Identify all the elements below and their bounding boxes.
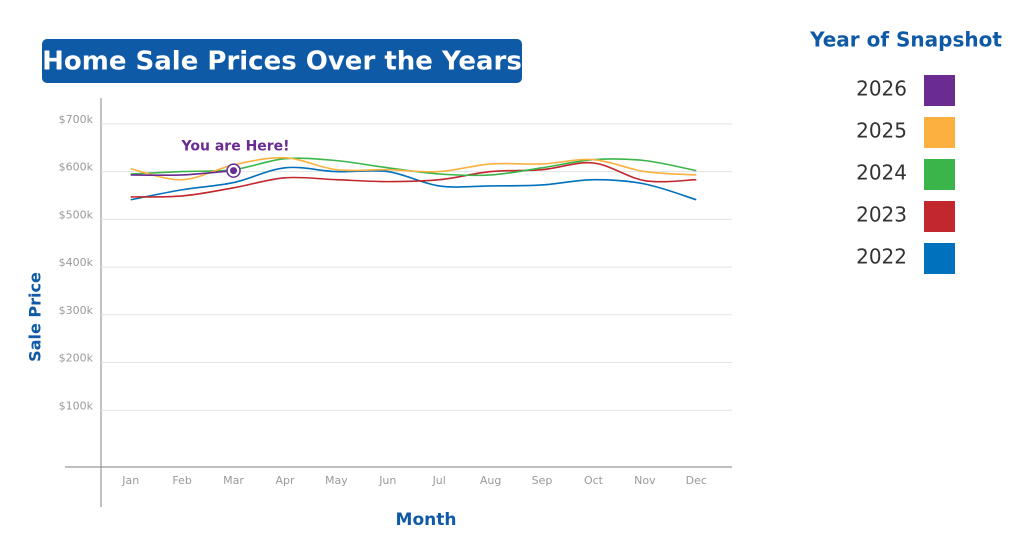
x-tick-label: Mar	[223, 474, 244, 487]
y-tick-label: $100k	[59, 399, 94, 412]
x-tick-label: Jan	[121, 474, 139, 487]
legend-swatch	[924, 159, 955, 190]
annotation: You are Here!	[181, 139, 290, 155]
x-tick-label: Jul	[432, 474, 446, 487]
x-axis-label: Month	[396, 510, 457, 530]
legend-swatch	[924, 243, 955, 274]
y-tick-label: $600k	[59, 161, 94, 174]
x-tick-label: Apr	[275, 474, 295, 487]
legend-label: 2024	[856, 161, 907, 185]
legend-label: 2023	[856, 203, 907, 227]
y-tick-label: $700k	[59, 113, 94, 126]
x-tick-label: Jun	[378, 474, 396, 487]
y-tick-label: $500k	[59, 208, 94, 221]
x-tick-label: Aug	[480, 474, 501, 487]
here-marker	[230, 167, 238, 175]
line-series	[130, 166, 697, 201]
x-tick-label: Dec	[686, 474, 707, 487]
legend-title: Year of Snapshot	[809, 28, 1002, 52]
line-series	[130, 169, 234, 177]
title-box	[42, 39, 522, 83]
x-tick-label: Oct	[584, 474, 604, 487]
legend-label: 2025	[856, 119, 907, 143]
y-axis-label: Sale Price	[26, 272, 45, 362]
legend-swatch	[924, 201, 955, 232]
chart-title: Home Sale Prices Over the Years	[42, 47, 522, 77]
x-tick-label: Nov	[634, 474, 656, 487]
legend-swatch	[924, 117, 955, 148]
y-tick-label: $200k	[59, 352, 94, 365]
y-tick-label: $300k	[59, 304, 94, 317]
line-series	[130, 161, 697, 198]
legend-swatch	[924, 75, 955, 106]
legend-label: 2026	[856, 77, 907, 101]
x-tick-label: Feb	[172, 474, 191, 487]
legend-label: 2022	[856, 245, 907, 269]
x-tick-label: Sep	[532, 474, 553, 487]
y-tick-label: $400k	[59, 256, 94, 269]
x-tick-label: May	[325, 474, 348, 487]
